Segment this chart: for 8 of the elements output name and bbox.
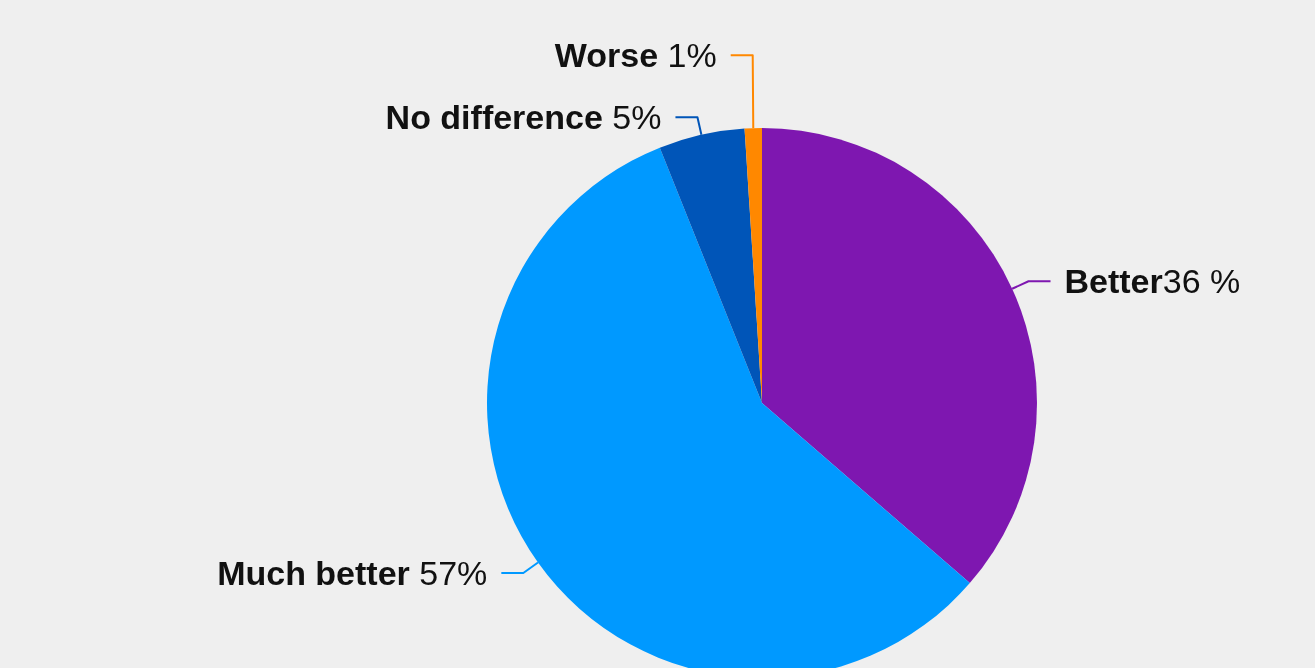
slice-label: Much better (217, 553, 410, 592)
slice-label: No difference (385, 98, 603, 137)
data-label: 57% (409, 553, 488, 592)
data-label: 5% (602, 98, 662, 137)
data-label: 36 % (1162, 262, 1241, 301)
slice-label: Better (1064, 262, 1163, 301)
slice-label: Worse (554, 36, 659, 75)
data-label: 1% (658, 36, 717, 75)
